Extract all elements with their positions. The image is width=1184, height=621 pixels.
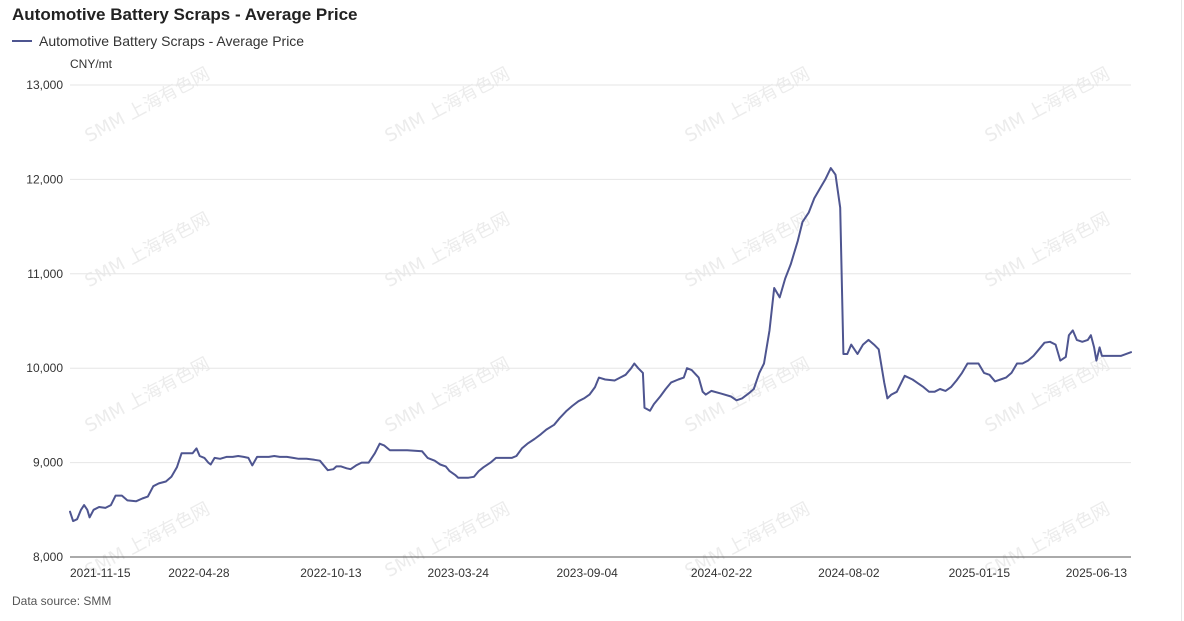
y-tick-label: 8,000 xyxy=(33,550,63,564)
watermark-text: SMM 上海有色网 xyxy=(81,63,213,146)
x-tick-label: 2022-10-13 xyxy=(300,566,362,580)
watermark-text: SMM 上海有色网 xyxy=(381,353,513,436)
data-source-label: Data source: xyxy=(12,594,81,608)
y-tick-label: 12,000 xyxy=(26,172,63,186)
watermark-text: SMM 上海有色网 xyxy=(681,63,813,146)
chart-title: Automotive Battery Scraps - Average Pric… xyxy=(12,5,358,24)
legend-item[interactable]: Automotive Battery Scraps - Average Pric… xyxy=(12,33,304,49)
right-divider xyxy=(1181,0,1182,621)
watermark-layer: SMM 上海有色网 SMM 上海有色网 SMM 上海有色网 SMM 上海有色网 SMM … xyxy=(81,63,1113,581)
x-tick-label: 2024-08-02 xyxy=(818,566,880,580)
y-axis-unit-label: CNY/mt xyxy=(70,57,112,71)
y-tick-label: 10,000 xyxy=(26,361,63,375)
x-tick-label: 2021-11-15 xyxy=(70,566,131,580)
x-tick-label: 2023-03-24 xyxy=(428,566,490,580)
x-tick-label: 2025-06-13 xyxy=(1066,566,1128,580)
x-tick-label: 2024-02-22 xyxy=(691,566,753,580)
y-tick-label: 13,000 xyxy=(26,78,63,92)
watermark-text: SMM 上海有色网 xyxy=(981,353,1113,436)
data-source: Data source: SMM xyxy=(12,594,111,608)
y-tick-label: 9,000 xyxy=(33,456,63,470)
legend-label: Automotive Battery Scraps - Average Pric… xyxy=(39,33,305,49)
watermark-text: SMM 上海有色网 xyxy=(81,208,213,291)
y-tick-label: 11,000 xyxy=(27,267,63,281)
watermark-text: SMM 上海有色网 xyxy=(81,353,213,436)
watermark-text: SMM 上海有色网 xyxy=(381,63,513,146)
watermark-text: SMM 上海有色网 xyxy=(981,63,1113,146)
series-line xyxy=(69,167,1132,523)
x-tick-label: 2022-04-28 xyxy=(168,566,230,580)
x-tick-label: 2023-09-04 xyxy=(556,566,618,580)
legend-line-swatch xyxy=(12,40,32,42)
data-source-value: SMM xyxy=(83,594,112,608)
watermark-text: SMM 上海有色网 xyxy=(981,208,1113,291)
x-tick-label: 2025-01-15 xyxy=(949,566,1011,580)
watermark-text: SMM 上海有色网 xyxy=(381,208,513,291)
watermark-text: SMM 上海有色网 xyxy=(681,208,813,291)
